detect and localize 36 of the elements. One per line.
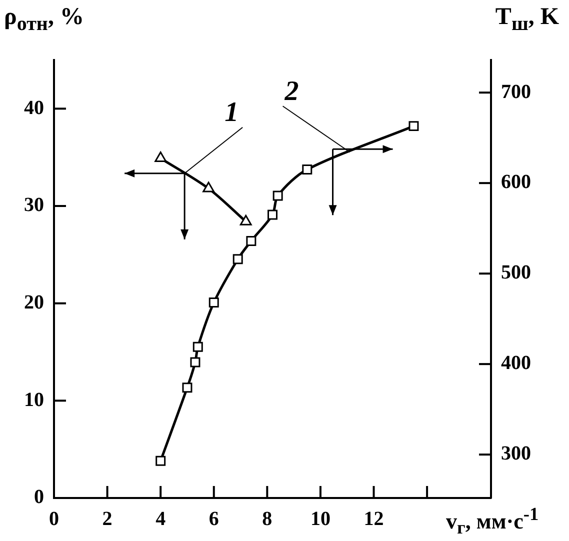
point bbox=[154, 152, 167, 162]
y2-tick-label: 300 bbox=[501, 442, 531, 465]
y-tick-label: 20 bbox=[24, 292, 44, 314]
y-tick-label: 10 bbox=[24, 388, 44, 411]
y-tick-label: 0 bbox=[34, 486, 44, 508]
y-tick-label: 40 bbox=[24, 96, 44, 119]
point bbox=[240, 214, 252, 226]
point bbox=[182, 382, 192, 393]
legend-label: 1 bbox=[224, 97, 239, 130]
y2-tick-label: 500 bbox=[501, 262, 531, 284]
x-axis-title: v$_{г}$, мм·с$^{-1}$ bbox=[446, 504, 539, 539]
y2-tick-label: 700 bbox=[501, 80, 531, 103]
point bbox=[232, 254, 243, 264]
x-tick-label: 4 bbox=[156, 508, 166, 530]
point bbox=[408, 121, 419, 132]
x-tick-label: 8 bbox=[262, 508, 272, 530]
point bbox=[202, 182, 214, 192]
point bbox=[246, 236, 256, 246]
point bbox=[192, 342, 203, 352]
y-tick-label: 30 bbox=[24, 194, 44, 216]
y-axis-title: ρ$_{отн}$, % bbox=[4, 4, 84, 36]
point bbox=[272, 190, 283, 201]
x-tick-label: 12 bbox=[364, 508, 384, 530]
point bbox=[302, 164, 312, 174]
y2-tick-label: 600 bbox=[501, 171, 531, 194]
point bbox=[156, 456, 166, 466]
y2-axis-title: T$_{ш}$, K bbox=[495, 4, 559, 36]
text: 2 bbox=[284, 76, 299, 108]
point bbox=[208, 298, 219, 308]
x-tick-label: 0 bbox=[49, 508, 59, 530]
x-tick-label: 6 bbox=[208, 508, 219, 530]
x-tick-label: 10 bbox=[310, 508, 330, 530]
y2-tick-label: 400 bbox=[501, 352, 531, 374]
point bbox=[268, 210, 278, 220]
x-tick-label: 2 bbox=[102, 508, 112, 530]
point bbox=[190, 357, 200, 368]
